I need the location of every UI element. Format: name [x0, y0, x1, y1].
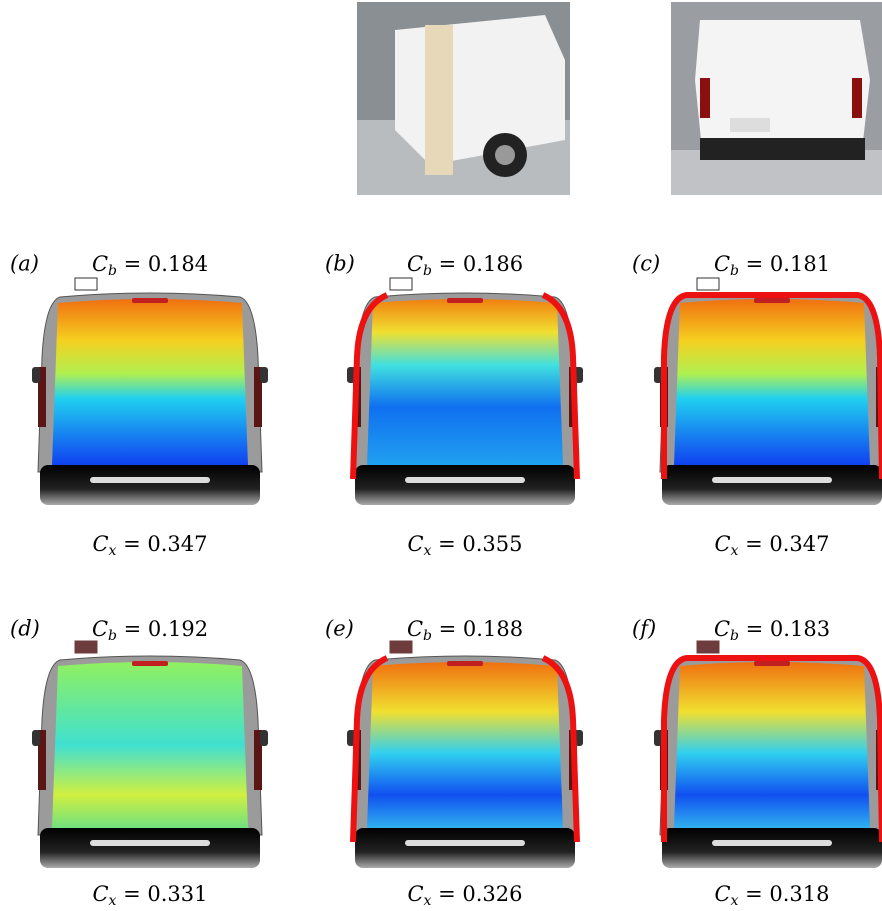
third-brake-light	[132, 661, 168, 666]
pressure-map	[367, 662, 563, 828]
step	[405, 477, 525, 483]
drag-label: Cx = 0.331	[92, 882, 207, 910]
mirror-left	[32, 367, 40, 383]
panel: (a) Cb = 0.184 Cx = 0.347	[10, 252, 268, 560]
config-marker	[697, 641, 719, 653]
panel: (f) Cb = 0.183 Cx = 0.318	[632, 617, 882, 910]
van	[347, 656, 583, 868]
panel-label: (e)	[325, 617, 354, 641]
van	[32, 293, 268, 505]
photo-rear-view	[671, 2, 882, 195]
panel-label: (c)	[632, 252, 660, 276]
pressure-map	[674, 662, 870, 828]
drag-label: Cx = 0.318	[714, 882, 829, 910]
drag-label: Cx = 0.347	[714, 532, 829, 560]
third-brake-light	[132, 298, 168, 303]
pressure-map	[674, 299, 870, 465]
base-pressure-label: Cb = 0.186	[407, 252, 523, 280]
pressure-map	[367, 299, 563, 465]
panel-label: (f)	[632, 617, 656, 641]
step	[405, 840, 525, 846]
van	[347, 293, 583, 505]
config-marker	[697, 278, 719, 290]
panel-label: (d)	[10, 617, 40, 641]
mirror-left	[32, 730, 40, 746]
config-marker	[75, 278, 97, 290]
bumper	[355, 828, 575, 868]
config-marker	[75, 641, 97, 653]
base-pressure-label: Cb = 0.184	[92, 252, 208, 280]
panels: (a) Cb = 0.184 Cx = 0.347 (b) Cb = 0.186 Cx =…	[10, 252, 882, 910]
panel-label: (a)	[10, 252, 39, 276]
step	[712, 477, 832, 483]
step	[712, 840, 832, 846]
bumper	[662, 828, 882, 868]
mirror-left	[654, 730, 662, 746]
mirror-left	[654, 367, 662, 383]
bumper	[662, 465, 882, 505]
third-brake-light	[447, 298, 483, 303]
panel-label: (b)	[325, 252, 355, 276]
bumper	[40, 465, 260, 505]
base-pressure-label: Cb = 0.181	[714, 252, 830, 280]
third-brake-light	[754, 298, 790, 303]
drag-label: Cx = 0.355	[407, 532, 522, 560]
pressure-map	[52, 299, 248, 465]
bumper	[355, 465, 575, 505]
photo-side-view	[357, 2, 570, 195]
van	[654, 656, 882, 868]
mirror-right	[260, 730, 268, 746]
third-brake-light	[754, 661, 790, 666]
base-pressure-label: Cb = 0.183	[714, 617, 830, 645]
mirror-right	[260, 367, 268, 383]
pressure-map	[52, 662, 248, 828]
base-pressure-label: Cb = 0.192	[92, 617, 208, 645]
base-pressure-label: Cb = 0.188	[407, 617, 523, 645]
step	[90, 477, 210, 483]
third-brake-light	[447, 661, 483, 666]
panel: (d) Cb = 0.192 Cx = 0.331	[10, 617, 268, 910]
bumper	[40, 828, 260, 868]
drag-label: Cx = 0.347	[92, 532, 207, 560]
panel: (b) Cb = 0.186 Cx = 0.355	[325, 252, 583, 560]
figure: (a) Cb = 0.184 Cx = 0.347 (b) Cb = 0.186 Cx =…	[0, 0, 882, 911]
config-marker	[390, 641, 412, 653]
van	[32, 656, 268, 868]
step	[90, 840, 210, 846]
config-marker	[390, 278, 412, 290]
drag-label: Cx = 0.326	[407, 882, 522, 910]
panel: (e) Cb = 0.188 Cx = 0.326	[325, 617, 583, 910]
panel: (c) Cb = 0.181 Cx = 0.347	[632, 252, 882, 560]
van	[654, 293, 882, 505]
